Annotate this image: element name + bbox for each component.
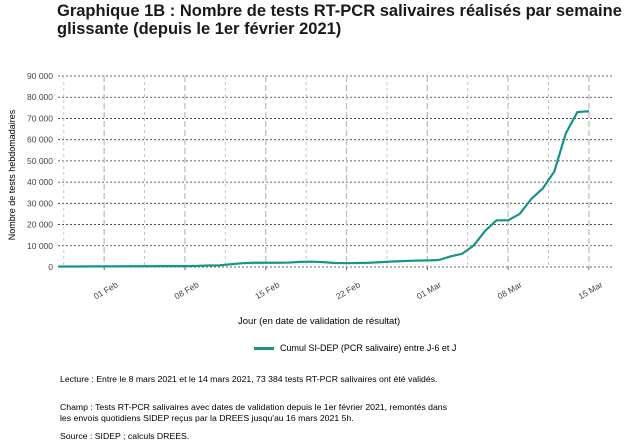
x-axis-ticks: 01 Feb 08 Feb 15 Feb 22 Feb 01 Mar 08 Mar 15 M… bbox=[92, 267, 605, 301]
x-tick-label: 15 Mar bbox=[576, 279, 604, 301]
x-tick-label: 08 Mar bbox=[496, 279, 524, 301]
note-champ: Champ : Tests RT-PCR salivaires avec dat… bbox=[60, 402, 447, 423]
y-axis-ticks: 0 10 000 20 000 30 000 40 000 50 000 60 000 70 … bbox=[27, 71, 53, 272]
y-tick-label: 20 000 bbox=[27, 220, 53, 230]
y-tick-label: 60 000 bbox=[27, 135, 53, 145]
x-tick-label: 01 Feb bbox=[92, 279, 120, 301]
y-axis-label: Nombre de tests hebdomadaires bbox=[7, 109, 17, 241]
legend-swatch bbox=[254, 346, 274, 350]
chart-title: Graphique 1B : Nombre de tests RT-PCR sa… bbox=[57, 2, 622, 38]
y-tick-label: 10 000 bbox=[27, 241, 53, 251]
grid bbox=[58, 75, 612, 268]
legend: Cumul SI-DEP (PCR salivaire) entre J-6 e… bbox=[254, 343, 456, 353]
x-axis-label: Jour (en date de validation de résultat) bbox=[238, 316, 401, 327]
x-tick-label: 01 Mar bbox=[415, 279, 443, 301]
x-tick-label: 15 Feb bbox=[253, 279, 281, 301]
legend-label: Cumul SI-DEP (PCR salivaire) entre J-6 e… bbox=[280, 343, 457, 353]
y-tick-label: 50 000 bbox=[27, 156, 53, 166]
x-tick-label: 22 Feb bbox=[334, 279, 362, 301]
note-lecture: Lecture : Entre le 8 mars 2021 et le 14 … bbox=[60, 374, 438, 384]
series-line bbox=[57, 110, 590, 268]
y-tick-label: 30 000 bbox=[27, 198, 53, 208]
x-tick-label: 08 Feb bbox=[172, 279, 200, 301]
note-source: Source : SIDEP ; calculs DREES. bbox=[60, 431, 190, 441]
y-tick-label: 90 000 bbox=[27, 71, 53, 81]
y-tick-label: 40 000 bbox=[27, 177, 53, 187]
y-tick-label: 0 bbox=[48, 262, 53, 272]
y-tick-label: 80 000 bbox=[27, 92, 53, 102]
y-tick-label: 70 000 bbox=[27, 113, 53, 123]
